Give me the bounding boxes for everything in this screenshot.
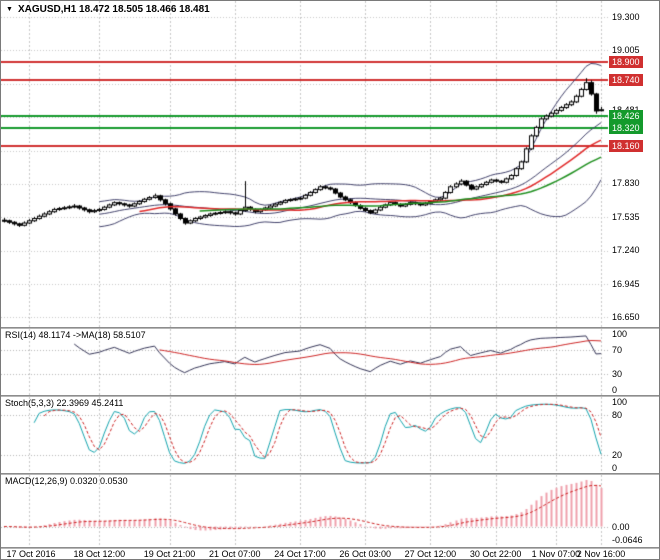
price-axis-label: 17.535 — [612, 211, 640, 222]
main-chart-panel: ▼ XAGUSD,H1 18.472 18.505 18.466 18.481 … — [1, 1, 659, 327]
panel-separator[interactable] — [1, 547, 659, 549]
indicator-scale-label: 30 — [612, 368, 623, 379]
time-axis[interactable]: 17 Oct 2016 18 Oct 12:00 19 Oct 21:00 21 Oc… — [1, 549, 659, 559]
price-axis-label: 16.650 — [612, 312, 640, 322]
price-axis-label: 19.300 — [612, 12, 640, 22]
time-axis-label: 21 Oct 07:00 — [208, 549, 261, 559]
symbol-dropdown-icon[interactable]: ▼ — [6, 5, 13, 13]
macd-label: MACD(12,26,9) 0.0320 0.0530 — [5, 476, 128, 486]
main-chart-canvas[interactable] — [1, 1, 659, 327]
current-price-label: 18.481 — [612, 105, 640, 115]
time-axis-label: 26 Oct 03:00 — [339, 549, 391, 559]
price-level-badge: 18.426 — [609, 109, 643, 122]
price-axis-label: 17.240 — [612, 245, 640, 256]
time-axis-label: 24 Oct 17:00 — [274, 549, 326, 559]
time-axis-label: 27 Oct 12:00 — [404, 549, 457, 559]
time-axis-label: 18 Oct 12:00 — [73, 549, 126, 559]
indicator-scale-label: 100 — [612, 397, 628, 407]
panel-separator[interactable] — [1, 327, 659, 329]
indicator-scale-label: 70 — [612, 345, 623, 356]
macd-panel: MACD(12,26,9) 0.0320 0.0530 0.00 -0.0646 — [1, 475, 659, 547]
price-level-badge: 18.320 — [609, 121, 643, 134]
indicator-scale-label: 20 — [612, 449, 623, 460]
time-axis-label: 17 Oct 2016 — [6, 549, 56, 559]
chart-header: ▼ XAGUSD,H1 18.472 18.505 18.466 18.481 — [6, 4, 210, 15]
time-axis-label: 19 Oct 21:00 — [143, 549, 196, 559]
price-axis-label: 19.005 — [612, 45, 640, 56]
indicator-scale-label: 100 — [612, 329, 628, 339]
rsi-canvas[interactable] — [1, 329, 659, 395]
macd-canvas[interactable] — [1, 475, 659, 547]
chart-title-ohlc: XAGUSD,H1 18.472 18.505 18.466 18.481 — [17, 4, 210, 15]
indicator-scale-label: 0.00 — [612, 521, 630, 532]
price-axis-label: 16.945 — [612, 278, 640, 289]
price-level-badge: 18.900 — [609, 56, 643, 69]
panel-separator[interactable] — [1, 395, 659, 397]
indicator-scale-label: 0 — [612, 463, 618, 473]
time-axis-label: 1 Nov 07:00 — [531, 549, 581, 559]
price-axis-label: 17.830 — [612, 178, 640, 189]
rsi-label: RSI(14) 48.1174 ->MA(18) 58.5107 — [5, 330, 146, 340]
time-axis-label: 30 Oct 22:00 — [469, 549, 522, 559]
indicator-scale-label: 80 — [612, 410, 623, 421]
indicator-scale-label: -0.0646 — [612, 535, 643, 545]
rsi-panel: RSI(14) 48.1174 ->MA(18) 58.5107 100 70 30… — [1, 329, 659, 395]
stochastic-panel: Stoch(5,3,3) 22.3969 45.2411 100 80 20 0 — [1, 397, 659, 473]
indicator-scale-label: 0 — [612, 385, 618, 395]
stochastic-label: Stoch(5,3,3) 22.3969 45.2411 — [5, 398, 124, 408]
time-axis-label: 2 Nov 16:00 — [576, 549, 626, 559]
price-level-badge: 18.740 — [609, 74, 643, 87]
stochastic-canvas[interactable] — [1, 397, 659, 473]
price-level-badge: 18.160 — [609, 140, 643, 153]
panel-separator[interactable] — [1, 473, 659, 475]
